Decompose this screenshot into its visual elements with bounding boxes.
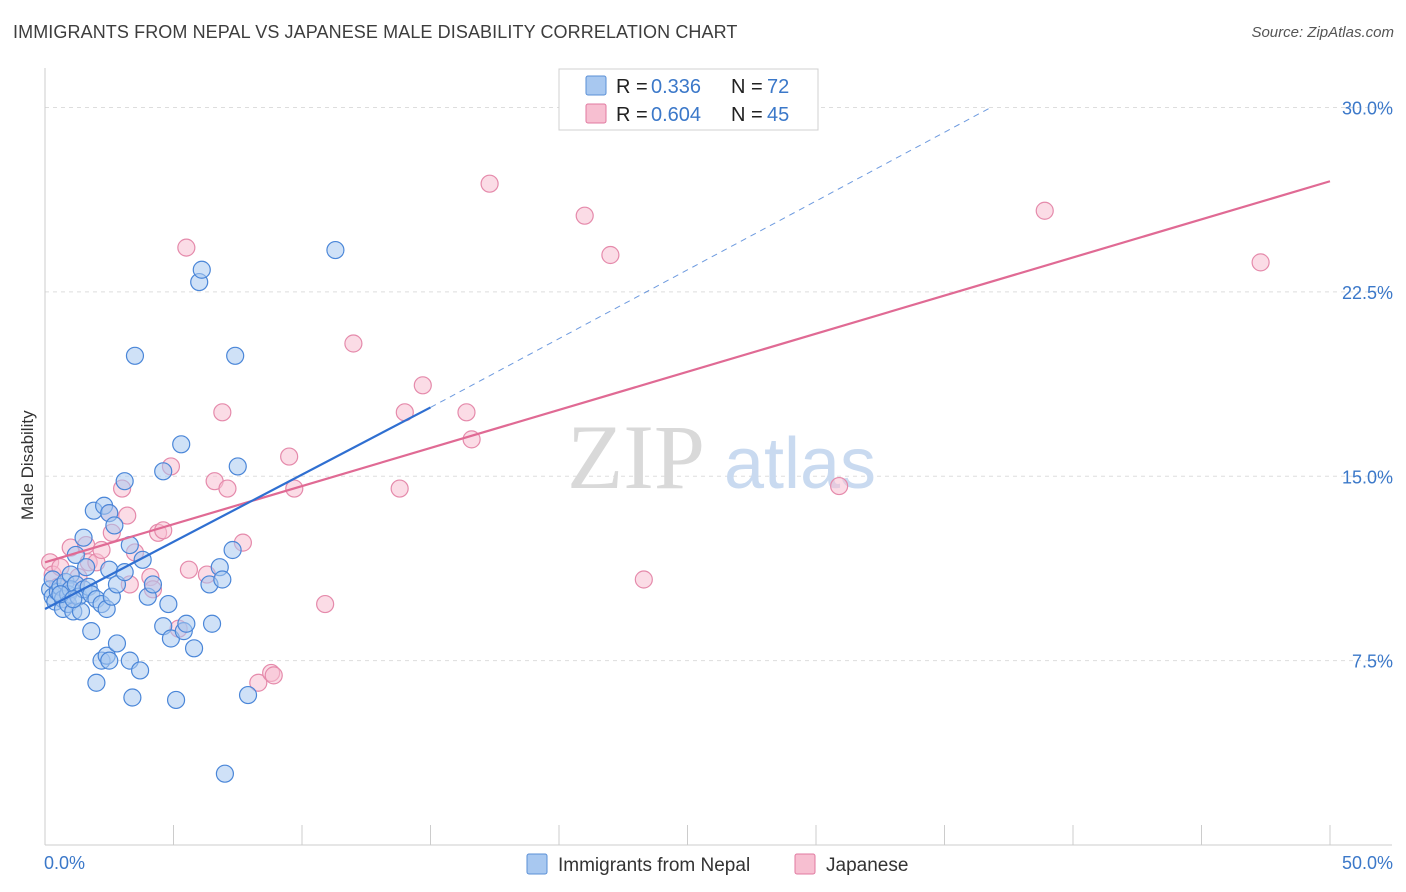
legend-bottom-swatch-nepal: [526, 853, 548, 875]
series-nepal-points: [41, 240, 345, 783]
legend-r-label: R =: [616, 76, 648, 98]
japanese-point: [390, 479, 409, 498]
legend-r-label: R =: [616, 104, 648, 126]
grid-lines: [45, 107, 1392, 662]
japanese-point: [179, 560, 199, 579]
nepal-point: [105, 516, 124, 535]
japanese-point: [457, 403, 476, 422]
japanese-point: [634, 570, 653, 589]
legend-bottom: Immigrants from Nepal Japanese: [526, 853, 908, 876]
nepal-point: [223, 540, 242, 560]
watermark-atlas: atlas: [724, 424, 876, 504]
y-tick-label: 30.0%: [1342, 99, 1393, 119]
nepal-point: [107, 634, 127, 653]
japanese-point: [344, 334, 363, 353]
nepal-point: [172, 435, 191, 454]
nepal-point: [166, 690, 186, 710]
nepal-point: [238, 685, 258, 705]
japanese-point: [830, 476, 849, 496]
nepal-point: [202, 614, 222, 633]
japanese-point: [177, 238, 196, 257]
nepal-point: [143, 575, 163, 594]
nepal-point: [87, 673, 106, 692]
japanese-point: [413, 376, 432, 395]
legend-n-value: 45: [767, 104, 789, 126]
japanese-point: [280, 447, 299, 466]
x-tick-label: 50.0%: [1342, 853, 1393, 873]
nepal-point: [177, 614, 196, 633]
legend-r-value: 0.604: [651, 104, 701, 126]
legend-swatch-japanese: [585, 103, 607, 124]
nepal-point: [125, 346, 145, 365]
y-tick-label: 7.5%: [1352, 652, 1393, 672]
nepal-point: [123, 688, 142, 707]
chart-title: IMMIGRANTS FROM NEPAL VS JAPANESE MALE D…: [13, 22, 738, 42]
y-tick-label: 22.5%: [1342, 283, 1393, 303]
japanese-point: [118, 506, 137, 525]
x-tick-labels: 0.0% 50.0%: [44, 853, 1393, 873]
y-tick-label: 15.0%: [1342, 467, 1393, 487]
japanese-point: [316, 594, 335, 614]
japanese-point: [264, 666, 283, 685]
legend-r-value: 0.336: [651, 76, 701, 98]
legend-top: R = 0.336 N = 72 R = 0.604 N = 45: [558, 68, 819, 131]
legend-n-label: N =: [731, 76, 763, 98]
nepal-point: [192, 260, 211, 279]
nepal-point: [130, 661, 150, 680]
nepal-point: [77, 558, 96, 577]
y-tick-labels: 7.5% 15.0% 22.5% 30.0%: [1342, 99, 1393, 672]
y-axis-label: Male Disability: [18, 410, 37, 520]
nepal-point: [228, 457, 247, 476]
nepal-point: [82, 622, 101, 641]
nepal-trend-extension: [430, 107, 991, 408]
japanese-point: [1251, 253, 1270, 272]
japanese-point: [480, 174, 499, 193]
japanese-point: [575, 206, 594, 225]
nepal-trend-line: [44, 406, 432, 610]
source-label: Source: ZipAtlas.com: [1251, 24, 1394, 41]
legend-n-value: 72: [767, 76, 789, 98]
legend-bottom-label-japanese: Japanese: [826, 855, 908, 876]
nepal-point: [213, 570, 232, 589]
legend-swatch-nepal: [585, 75, 607, 96]
japanese-point: [1035, 201, 1054, 220]
nepal-point: [115, 472, 134, 491]
japanese-point: [249, 673, 268, 692]
japanese-trend-line: [44, 180, 1331, 564]
nepal-point: [215, 764, 234, 783]
nepal-point: [184, 639, 204, 658]
japanese-point: [601, 245, 620, 265]
watermark-zip: ZIP: [567, 406, 705, 508]
legend-bottom-label-nepal: Immigrants from Nepal: [558, 855, 750, 876]
nepal-point: [159, 594, 178, 614]
japanese-point: [213, 403, 232, 422]
nepal-point: [226, 346, 245, 365]
legend-bottom-swatch-japanese: [794, 853, 816, 875]
trend-lines: [44, 107, 1331, 610]
x-tick-label: 0.0%: [44, 853, 85, 873]
japanese-point: [218, 479, 237, 498]
nepal-point: [154, 462, 173, 481]
nepal-point: [74, 528, 93, 547]
watermark: ZIP atlas: [567, 406, 876, 508]
legend-n-label: N =: [731, 104, 763, 126]
axes: [44, 68, 1392, 846]
nepal-point: [326, 240, 345, 260]
nepal-point: [100, 651, 119, 670]
